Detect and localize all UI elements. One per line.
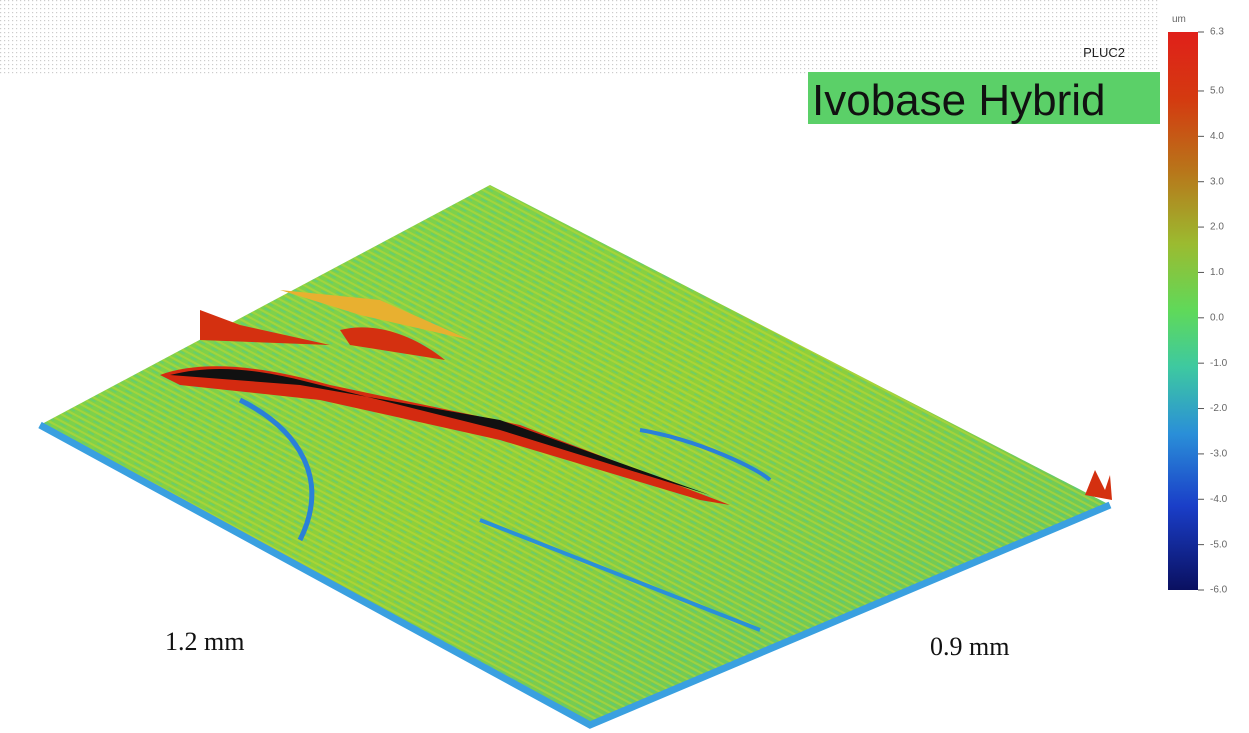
colorbar-tick-label: 0.0 xyxy=(1210,312,1224,323)
colorbar-tick-label: -3.0 xyxy=(1210,449,1228,460)
colorbar xyxy=(1168,32,1198,590)
title: Ivobase Hybrid xyxy=(812,76,1105,125)
colorbar-tick-label: -1.0 xyxy=(1210,358,1228,369)
colorbar-tick-label: 6.3 xyxy=(1210,27,1224,38)
figure: PLUC2 Ivobase Hybrid 1.2 mm 0.9 mm um 6.… xyxy=(0,0,1249,733)
colorbar-tick-label: -2.0 xyxy=(1210,403,1228,414)
colorbar-tick-label: -4.0 xyxy=(1210,494,1228,505)
colorbar-tick-label: -6.0 xyxy=(1210,585,1228,596)
dimension-left: 1.2 mm xyxy=(165,627,244,656)
colorbar-tick-label: -5.0 xyxy=(1210,539,1228,550)
colorbar-tick-label: 2.0 xyxy=(1210,222,1224,233)
colorbar-tick-label: 3.0 xyxy=(1210,176,1224,187)
dimension-right: 0.9 mm xyxy=(930,632,1009,661)
grid-background xyxy=(0,0,1160,75)
sample-label: PLUC2 xyxy=(1083,45,1125,60)
colorbar-tick-label: 1.0 xyxy=(1210,267,1224,278)
colorbar-unit: um xyxy=(1172,14,1186,25)
colorbar-tick-label: 5.0 xyxy=(1210,86,1224,97)
colorbar-tick-label: 4.0 xyxy=(1210,131,1224,142)
